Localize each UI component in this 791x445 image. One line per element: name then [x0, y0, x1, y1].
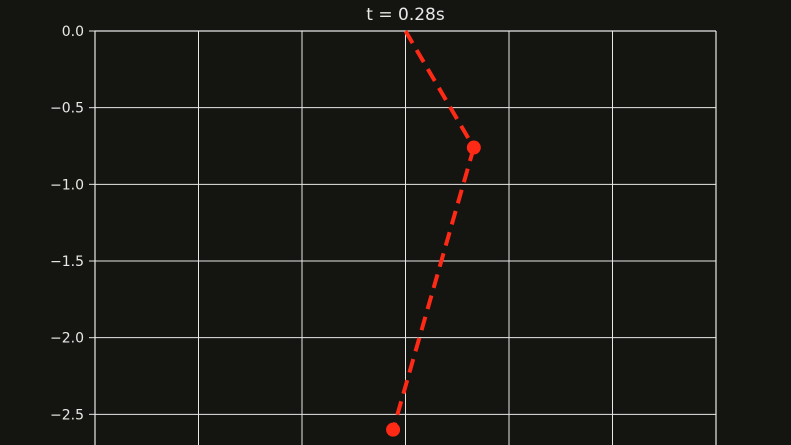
pendulum-bob-point	[386, 422, 401, 437]
y-tick-label: −2.0	[50, 331, 84, 347]
pendulum-rod-segment	[391, 146, 476, 431]
y-tick-label: −1.0	[50, 177, 84, 193]
y-tick-label: −0.5	[50, 101, 84, 117]
pendulum-rod-segment	[403, 29, 476, 149]
series-layer	[386, 29, 481, 437]
y-axis-ticks: 0.0 −0.5 −1.0 −1.5 −2.0 −2.5	[50, 24, 95, 423]
pendulum-bob-point	[466, 140, 481, 155]
chart-title: t = 0.28s	[366, 5, 445, 25]
y-tick-label: −1.5	[50, 254, 84, 270]
y-tick-label: 0.0	[62, 24, 84, 40]
y-tick-label: −2.5	[50, 407, 84, 423]
